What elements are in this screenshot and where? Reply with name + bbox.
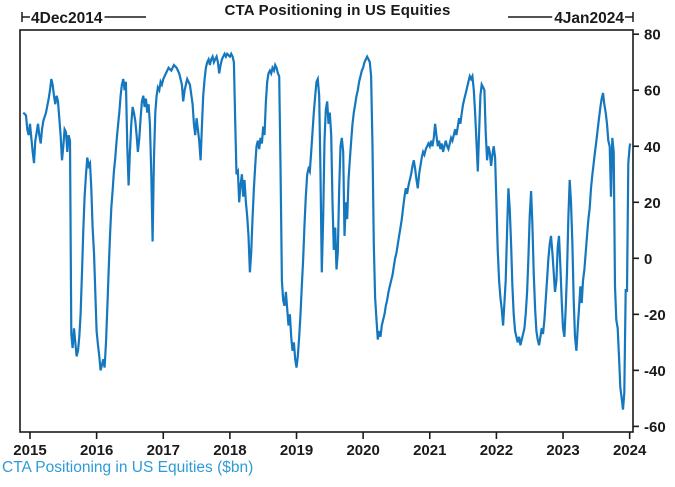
x-tick-label: 2023 [546, 442, 579, 459]
start-date-annotation: 4Dec2014 [31, 10, 103, 27]
y-tick-label: 20 [644, 195, 661, 212]
x-tick-label: 2024 [613, 442, 647, 459]
cta-positioning-series [22, 51, 632, 410]
y-tick-label: 80 [644, 27, 661, 44]
x-tick-label: 2018 [213, 442, 246, 459]
chart-title: CTA Positioning in US Equities [224, 2, 451, 19]
y-tick-label: -20 [644, 307, 666, 324]
y-tick-label: 60 [644, 83, 661, 100]
y-tick-label: 40 [644, 139, 661, 156]
x-tick-label: 2015 [13, 442, 46, 459]
x-tick-label: 2020 [346, 442, 379, 459]
y-tick-label: 0 [644, 251, 652, 268]
x-tick-label: 2021 [413, 442, 446, 459]
y-tick-label: -40 [644, 363, 666, 380]
x-tick-label: 2019 [280, 442, 313, 459]
end-date-annotation: 4Jan2024 [554, 10, 624, 27]
plot-frame [19, 29, 634, 433]
x-tick-label: 2016 [80, 442, 113, 459]
y-tick-label: -60 [644, 419, 666, 436]
x-tick-label: 2022 [480, 442, 513, 459]
x-tick-label: 2017 [147, 442, 180, 459]
series-legend-label: CTA Positioning in US Equities ($bn) [2, 459, 254, 476]
